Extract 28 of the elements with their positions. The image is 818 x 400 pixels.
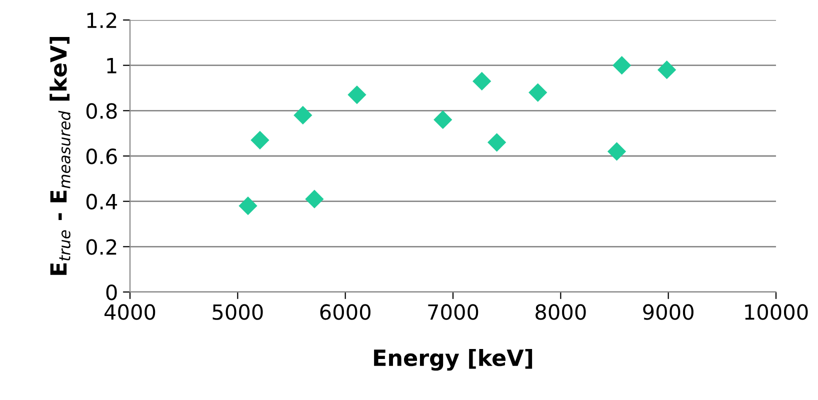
y-axis-title: E$_{true}$ - E$_{measured}$ [keV] xyxy=(50,37,70,275)
point xyxy=(612,56,632,75)
x-tick-label: 7000 xyxy=(428,304,478,320)
point xyxy=(434,110,452,130)
point xyxy=(472,72,492,91)
x-tick-label: 5000 xyxy=(212,304,263,320)
point xyxy=(348,85,366,104)
x-tick-label: 9000 xyxy=(643,304,694,320)
x-tick-label: 6000 xyxy=(320,304,370,320)
point xyxy=(250,130,270,150)
point xyxy=(238,196,258,216)
y-tick-label: 0.4 xyxy=(86,194,118,210)
x-axis-title: Energy [keV] xyxy=(374,348,532,371)
point xyxy=(607,142,626,161)
y-tick-label: 1.2 xyxy=(87,12,116,28)
y-tick-label: 0.8 xyxy=(86,103,117,119)
y-tick-label: 1 xyxy=(107,58,116,74)
x-tick-label: 10000 xyxy=(745,304,808,320)
point xyxy=(488,133,506,152)
y-tick-label: 0.6 xyxy=(86,148,117,164)
point xyxy=(528,83,548,102)
point xyxy=(294,106,312,125)
point xyxy=(658,60,676,80)
y-tick-label: 0.2 xyxy=(86,239,116,255)
y-tick-label: 0 xyxy=(106,284,117,300)
x-tick-label: 4000 xyxy=(104,304,156,320)
point xyxy=(305,190,324,208)
x-tick-label: 8000 xyxy=(536,304,586,320)
